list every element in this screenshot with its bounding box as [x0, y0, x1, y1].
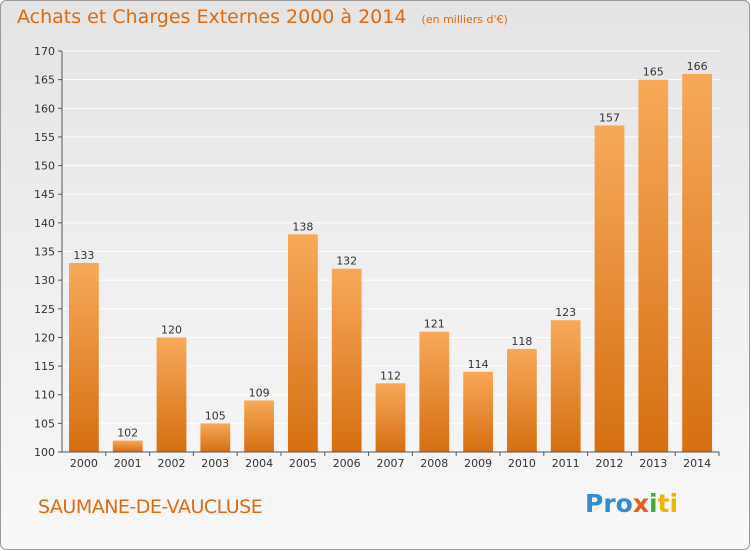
bar [200, 423, 231, 452]
bar [507, 348, 537, 452]
data-label: 114 [468, 358, 489, 371]
y-tick-label: 100 [34, 446, 55, 459]
bar [288, 234, 318, 452]
commune-name: SAUMANE-DE-VAUCLUSE [38, 496, 263, 518]
data-label: 120 [161, 323, 182, 336]
bar [112, 440, 143, 452]
axes: 100 105 110 115 120 125 130 135 140 145 150 155 160 1… [34, 45, 720, 470]
y-tick-label: 140 [34, 217, 55, 230]
y-tick-label: 115 [34, 360, 55, 373]
y-tick-label: 155 [34, 131, 55, 144]
logo-part: ti [657, 489, 679, 518]
x-tick-label: 2005 [289, 457, 317, 470]
x-tick-label: 2001 [114, 457, 142, 470]
y-tick-label: 150 [34, 160, 55, 173]
x-tick-label: 2009 [464, 457, 492, 470]
bar [156, 337, 187, 452]
x-tick-label: 2004 [245, 457, 273, 470]
data-label: 138 [292, 220, 313, 233]
y-tick-label: 125 [34, 303, 55, 316]
y-tick-label: 105 [34, 417, 55, 430]
x-tick-label: 2011 [552, 457, 580, 470]
chart-title: Achats et Charges Externes 2000 à 2014 [17, 6, 407, 28]
bar [594, 125, 625, 452]
data-label: 121 [424, 318, 445, 331]
x-tick-label: 2010 [508, 457, 536, 470]
y-tick-label: 165 [34, 74, 55, 87]
y-tick-label: 130 [34, 274, 55, 287]
data-label: 165 [643, 66, 664, 79]
bar [244, 400, 274, 452]
x-tick-label: 2003 [201, 457, 229, 470]
data-labels: 133 102 120 105 109 138 132 112 121 114 118 123 157 1… [73, 60, 707, 440]
y-tick-label: 160 [34, 102, 55, 115]
data-label: 118 [511, 335, 532, 348]
x-tick-label: 2007 [377, 457, 405, 470]
data-label: 112 [380, 369, 401, 382]
bar [375, 383, 406, 452]
data-label: 133 [73, 249, 94, 262]
logo-part: i [648, 489, 658, 518]
x-tick-label: 2013 [639, 457, 667, 470]
x-tick-label: 2014 [683, 457, 711, 470]
logo-part: x [632, 489, 649, 518]
chart-title-block: Achats et Charges Externes 2000 à 2014 (… [17, 6, 508, 28]
data-label: 109 [249, 386, 270, 399]
x-tick-label: 2012 [596, 457, 624, 470]
chart-subtitle: (en milliers d'€) [421, 13, 508, 26]
data-label: 157 [599, 111, 620, 124]
y-tick-label: 170 [34, 45, 55, 58]
data-label: 102 [117, 427, 138, 440]
bar [638, 79, 669, 453]
bar [419, 331, 450, 452]
bar [550, 320, 581, 452]
bar [69, 262, 99, 452]
y-tick-label: 120 [34, 331, 55, 344]
x-tick-label: 2008 [420, 457, 448, 470]
bars [69, 73, 712, 453]
proxiti-logo: Proxiti [585, 489, 678, 518]
x-tick-label: 2000 [70, 457, 98, 470]
data-label: 123 [555, 306, 576, 319]
bar [331, 268, 362, 452]
data-label: 166 [687, 60, 708, 73]
x-tick-label: 2002 [158, 457, 186, 470]
y-tick-label: 145 [34, 188, 55, 201]
bar [682, 73, 712, 453]
y-tick-label: 135 [34, 246, 55, 259]
logo-part: Pro [585, 489, 633, 518]
y-tick-label: 110 [34, 389, 55, 402]
bar [463, 371, 493, 452]
data-label: 132 [336, 255, 357, 268]
data-label: 105 [205, 409, 226, 422]
x-tick-label: 2006 [333, 457, 361, 470]
